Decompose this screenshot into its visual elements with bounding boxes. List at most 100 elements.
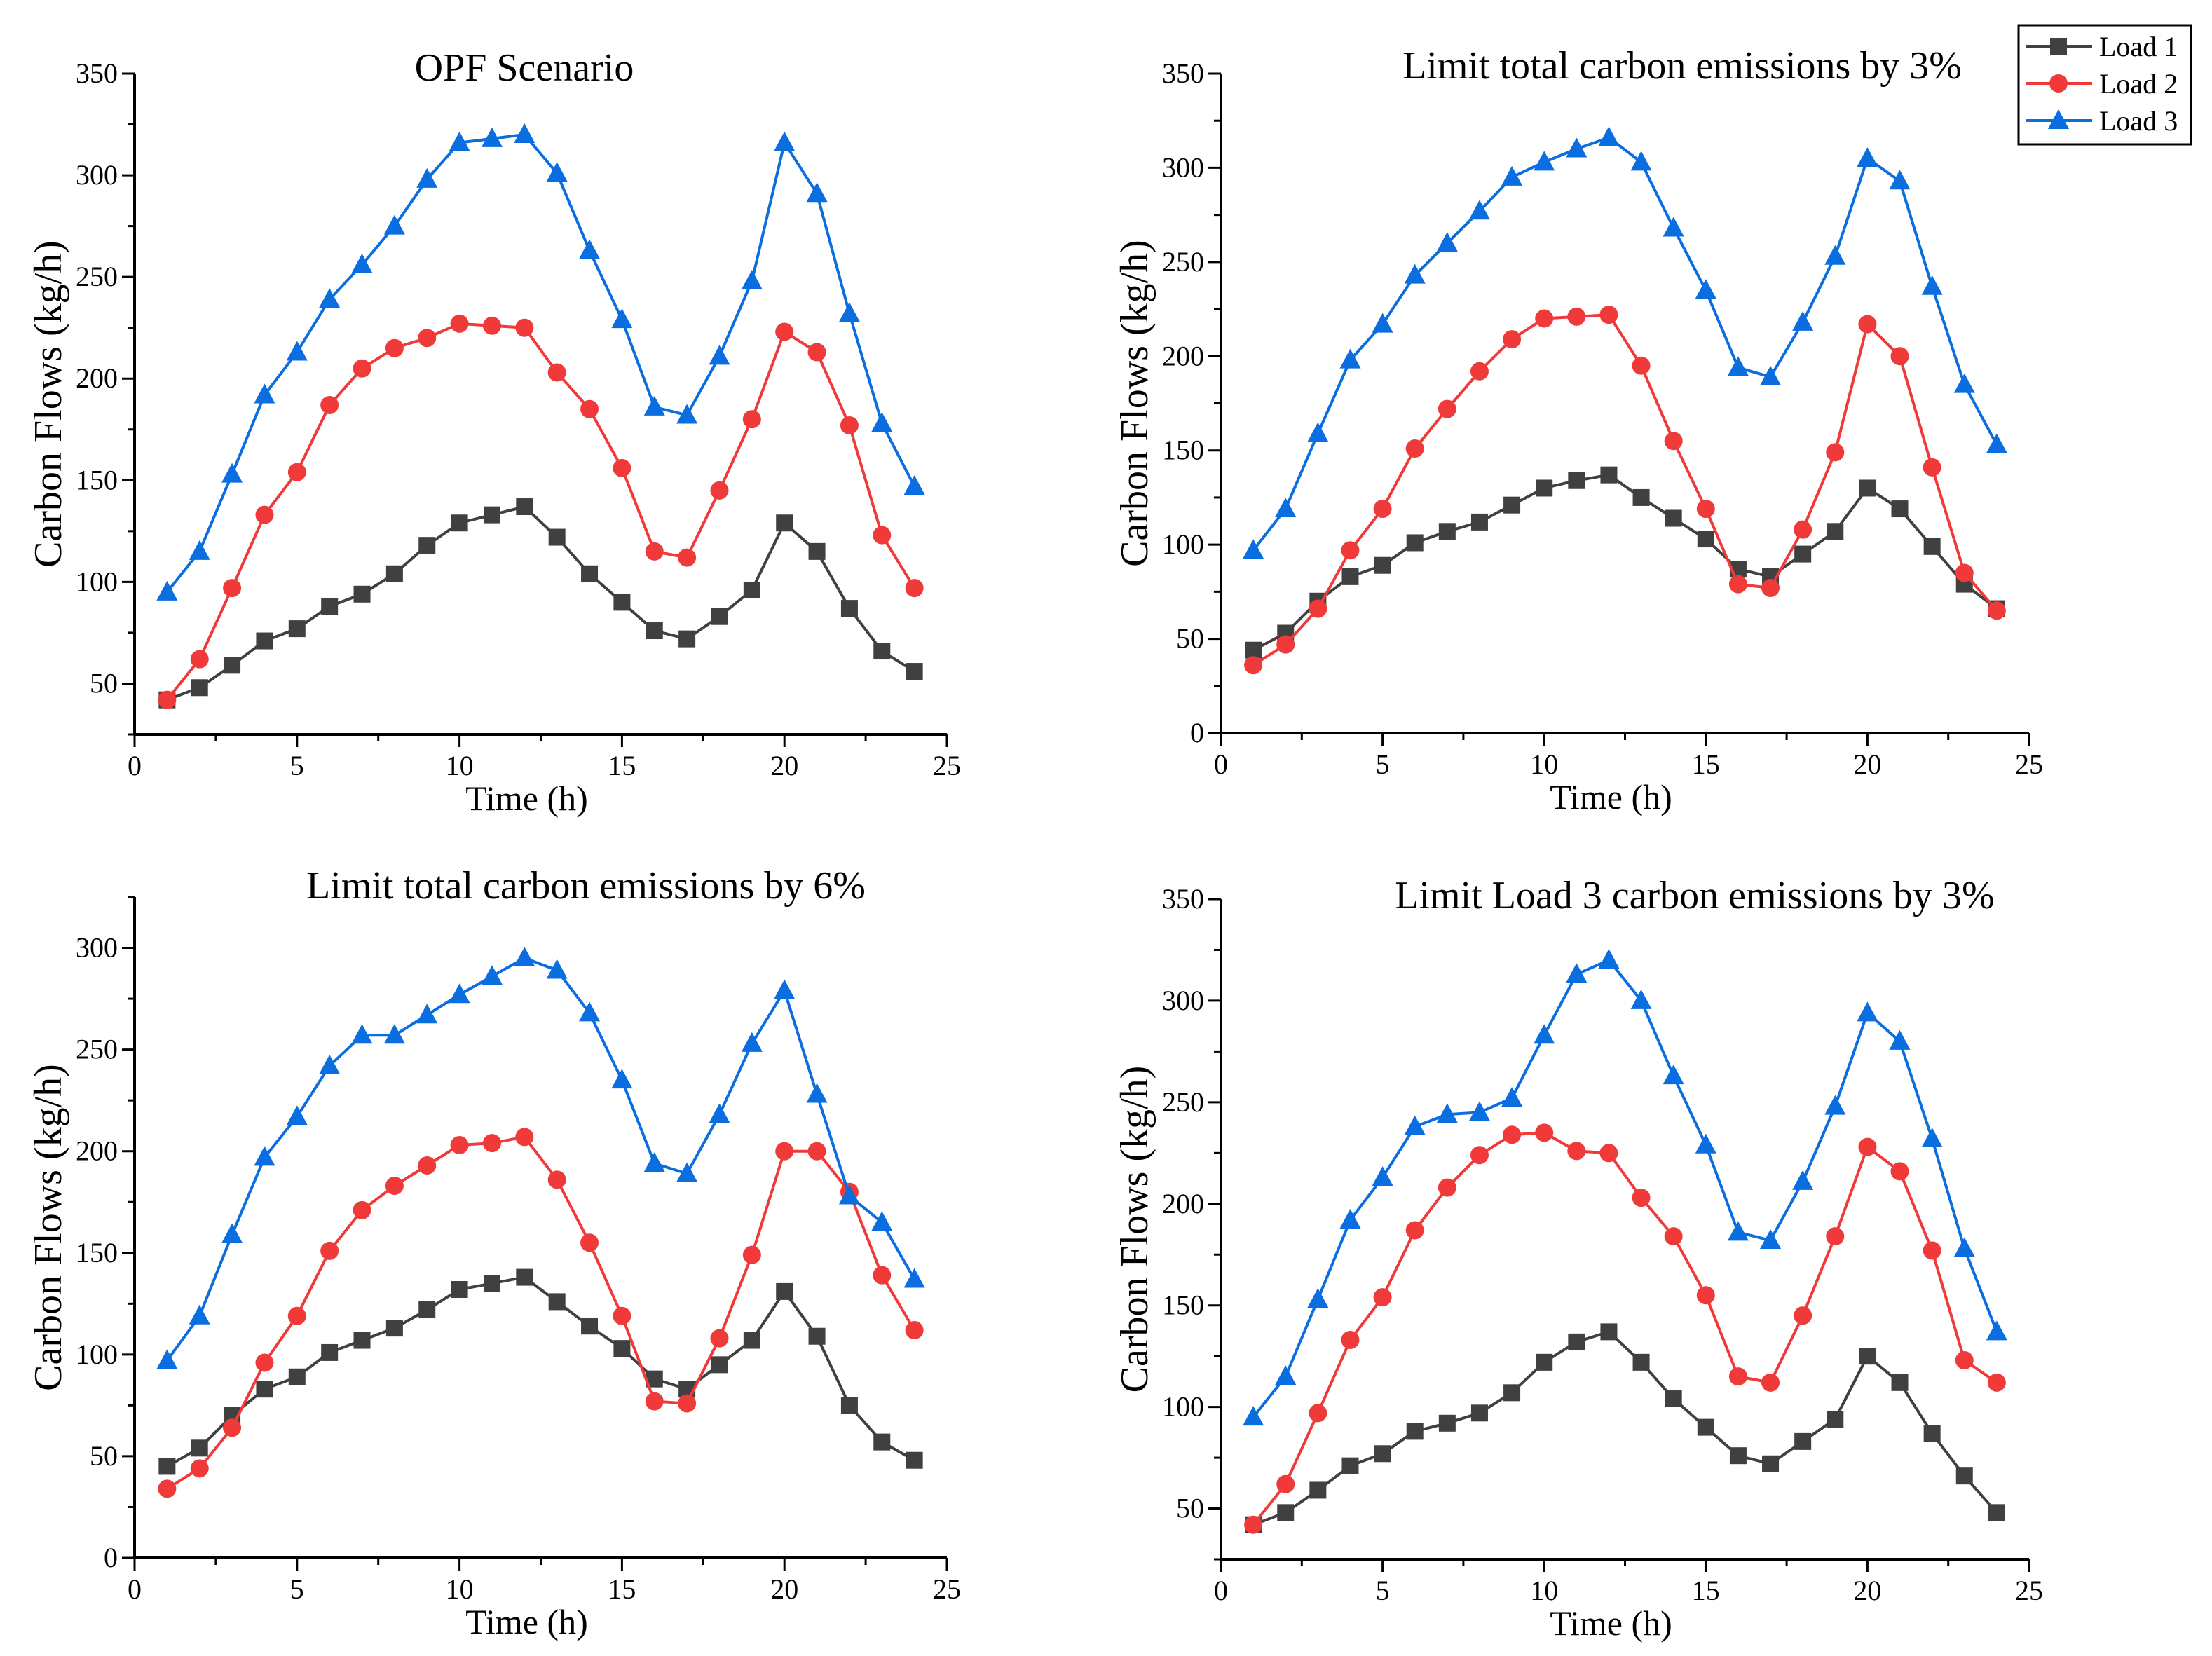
x-tick-label: 10 — [446, 1573, 474, 1605]
y-tick-label: 50 — [1176, 1493, 1204, 1524]
data-point — [547, 1170, 566, 1189]
data-point — [256, 1381, 273, 1398]
data-point — [1632, 1189, 1651, 1207]
data-point — [775, 1142, 794, 1161]
data-point — [1695, 279, 1716, 299]
data-point — [1826, 1227, 1845, 1246]
data-point — [1405, 1221, 1424, 1240]
data-point — [1374, 1445, 1391, 1463]
series-load-1 — [1245, 466, 2005, 659]
y-tick-label: 0 — [1190, 717, 1204, 748]
data-point — [1598, 126, 1620, 146]
data-point — [1568, 472, 1585, 489]
data-point — [548, 528, 566, 546]
data-point — [1373, 500, 1392, 519]
data-point — [351, 253, 373, 273]
data-point — [1955, 1467, 1973, 1485]
x-tick-label: 5 — [290, 1573, 304, 1605]
data-point — [1889, 170, 1911, 190]
data-point — [418, 329, 437, 348]
data-point — [1858, 315, 1877, 334]
data-point — [1891, 500, 1909, 518]
data-point — [743, 1332, 760, 1349]
y-tick-label: 300 — [76, 932, 118, 964]
x-tick-label: 5 — [290, 750, 304, 781]
data-point — [1632, 1353, 1650, 1371]
y-tick-label: 150 — [76, 464, 118, 495]
data-point — [1696, 500, 1715, 519]
data-point — [516, 498, 533, 516]
x-tick-label: 0 — [1214, 748, 1228, 780]
data-point — [321, 1343, 339, 1361]
data-point — [1857, 146, 1878, 167]
data-point — [1341, 1330, 1360, 1349]
data-point — [1470, 1404, 1488, 1422]
data-point — [1697, 1418, 1714, 1436]
data-point — [1890, 1162, 1909, 1181]
x-tick-label: 20 — [1853, 1575, 1881, 1606]
data-point — [256, 632, 273, 650]
data-point — [1276, 635, 1295, 654]
data-point — [1728, 1367, 1747, 1386]
data-point — [1794, 1432, 1812, 1450]
data-point — [515, 1128, 534, 1147]
data-point — [1792, 1170, 1814, 1190]
y-tick-label: 200 — [1162, 1188, 1204, 1219]
data-point — [1696, 1286, 1715, 1305]
series-load-2 — [158, 314, 924, 709]
data-point — [385, 565, 403, 582]
data-point — [1536, 1353, 1553, 1371]
data-point — [1824, 245, 1846, 265]
data-point — [1438, 523, 1456, 540]
data-point — [1436, 1103, 1458, 1123]
data-point — [1955, 1350, 1974, 1369]
data-point — [1566, 963, 1588, 983]
data-point — [383, 1024, 405, 1044]
data-point — [774, 131, 796, 151]
data-point — [1404, 1115, 1426, 1135]
legend-label: Load 1 — [2099, 31, 2178, 62]
data-point — [1503, 1125, 1522, 1144]
data-point — [190, 1459, 209, 1478]
data-point — [1600, 1323, 1618, 1341]
data-point — [1697, 531, 1714, 548]
y-tick-label: 150 — [1162, 434, 1204, 466]
x-axis-label: Time (h) — [465, 1602, 588, 1641]
data-point — [516, 1268, 533, 1286]
data-point — [1598, 948, 1620, 969]
x-tick-label: 15 — [1692, 748, 1720, 780]
data-point — [1858, 1137, 1877, 1156]
data-point — [1374, 556, 1391, 574]
data-point — [221, 463, 243, 483]
data-point — [1535, 309, 1554, 328]
data-point — [1889, 1029, 1911, 1050]
y-tick-label: 250 — [1162, 246, 1204, 278]
data-point — [1890, 347, 1909, 366]
data-point — [1923, 458, 1941, 477]
data-point — [1566, 137, 1588, 158]
data-point — [481, 965, 503, 985]
data-point — [1309, 1404, 1327, 1423]
data-point — [1891, 1374, 1909, 1391]
data-point — [1665, 509, 1682, 527]
data-point — [711, 608, 728, 625]
data-point — [546, 162, 568, 182]
data-point — [1470, 1146, 1489, 1165]
data-point — [2050, 38, 2067, 55]
series-load-2 — [1244, 306, 2006, 675]
data-point — [1923, 538, 1941, 555]
data-point — [1727, 1221, 1749, 1241]
data-point — [1244, 1515, 1263, 1534]
data-point — [1277, 1504, 1295, 1521]
data-point — [711, 1356, 728, 1374]
data-point — [548, 1293, 566, 1311]
data-point — [385, 338, 404, 357]
data-point — [190, 650, 209, 669]
data-point — [871, 412, 893, 432]
y-tick-label: 250 — [1162, 1086, 1204, 1118]
data-point — [1535, 1123, 1554, 1142]
data-point — [546, 959, 568, 979]
data-point — [254, 383, 275, 404]
data-point — [1988, 1504, 2005, 1521]
